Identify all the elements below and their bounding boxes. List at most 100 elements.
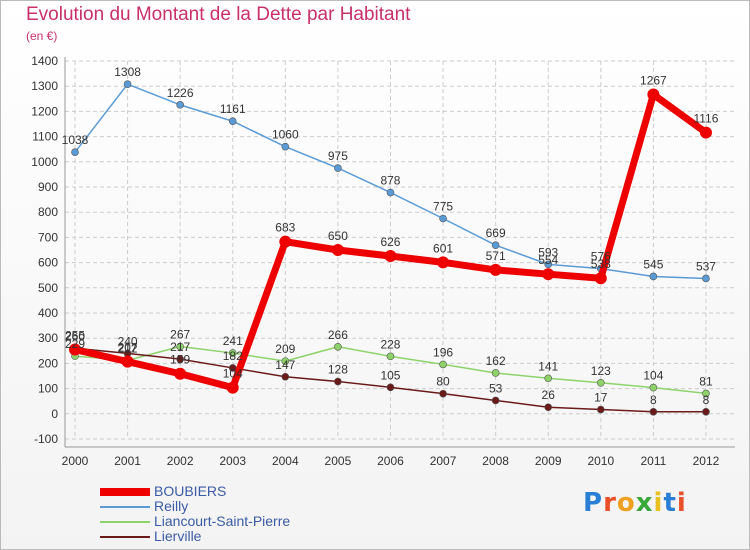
data-label-liancourt-saint-pierre: 196 [433, 345, 453, 359]
x-tick-label: 2009 [535, 454, 562, 468]
data-point-liancourt-saint-pierre [386, 352, 395, 361]
legend-label: Lierville [154, 528, 202, 544]
data-point-boubiers [594, 272, 607, 285]
data-label-reilly: 1161 [220, 102, 246, 116]
data-label-reilly: 669 [486, 226, 506, 240]
data-point-reilly [176, 101, 184, 109]
data-point-boubiers [384, 250, 397, 263]
x-tick-label: 2008 [482, 454, 509, 468]
data-label-boubiers: 683 [275, 221, 295, 235]
data-label-boubiers: 650 [328, 229, 348, 243]
logo-letter: t [663, 488, 677, 518]
data-label-liancourt-saint-pierre: 141 [538, 359, 558, 373]
logo-letter: o [616, 488, 636, 518]
data-label-lierville: 105 [380, 368, 400, 382]
x-tick-label: 2000 [62, 454, 89, 468]
data-point-reilly [386, 188, 395, 197]
data-label-liancourt-saint-pierre: 266 [328, 328, 348, 342]
data-point-boubiers [437, 256, 450, 269]
data-label-reilly: 576 [591, 250, 611, 264]
y-tick-label: 800 [38, 205, 58, 219]
data-point-reilly [439, 214, 447, 223]
data-point-boubiers [489, 263, 502, 276]
logo-letter: P [583, 488, 604, 518]
y-tick-label: 200 [38, 356, 58, 370]
data-label-reilly: 1038 [62, 133, 89, 147]
data-point-lierville [649, 407, 658, 416]
y-tick-label: -100 [34, 432, 58, 446]
x-tick-label: 2011 [640, 454, 666, 468]
data-point-liancourt-saint-pierre [228, 349, 237, 357]
data-point-liancourt-saint-pierre [176, 342, 184, 351]
data-point-reilly [123, 80, 132, 88]
y-tick-label: 1400 [31, 54, 58, 68]
data-point-boubiers [331, 244, 344, 256]
data-label-boubiers: 571 [486, 249, 506, 263]
y-tick-label: 100 [38, 382, 58, 396]
data-label-liancourt-saint-pierre: 267 [170, 328, 190, 342]
data-point-lierville [491, 396, 500, 405]
data-point-reilly [71, 148, 79, 157]
y-tick-label: 900 [38, 180, 58, 194]
data-label-liancourt-saint-pierre: 209 [275, 342, 295, 356]
y-tick-label: 1100 [32, 130, 58, 144]
data-point-liancourt-saint-pierre [649, 383, 658, 392]
proxiti-logo: Proxiti [583, 488, 687, 518]
data-label-lierville: 8 [650, 393, 657, 407]
data-point-lierville [596, 405, 605, 414]
data-point-lierville [702, 407, 710, 416]
legend-swatch [100, 536, 150, 538]
data-label-liancourt-saint-pierre: 123 [591, 364, 611, 378]
data-point-lierville [176, 355, 184, 363]
data-point-liancourt-saint-pierre [491, 369, 500, 377]
data-label-liancourt-saint-pierre: 228 [380, 337, 400, 351]
data-label-liancourt-saint-pierre: 212 [118, 341, 138, 355]
legend-label: Reilly [154, 498, 189, 514]
data-label-lierville: 26 [542, 388, 556, 402]
logo-letter: r [603, 488, 617, 518]
x-tick-label: 2001 [114, 454, 141, 468]
data-label-boubiers: 1267 [640, 74, 667, 88]
data-point-reilly [281, 142, 290, 151]
data-point-lierville [334, 377, 342, 386]
data-label-reilly: 1226 [167, 86, 194, 100]
data-point-liancourt-saint-pierre [596, 379, 605, 387]
data-label-lierville: 80 [436, 375, 450, 389]
data-label-reilly: 545 [643, 257, 663, 271]
data-label-liancourt-saint-pierre: 104 [643, 369, 663, 383]
data-point-reilly [702, 274, 710, 283]
data-label-reilly: 775 [433, 200, 453, 214]
data-point-liancourt-saint-pierre [281, 357, 290, 365]
data-label-lierville: 17 [594, 391, 608, 405]
legend-label: BOUBIERS [154, 483, 227, 499]
chart-title: Evolution du Montant de la Dette par Hab… [26, 4, 411, 25]
data-point-lierville [386, 383, 395, 392]
data-label-boubiers: 601 [433, 241, 453, 255]
data-point-boubiers [647, 88, 660, 101]
data-point-reilly [228, 117, 237, 126]
x-tick-label: 2007 [430, 454, 457, 468]
data-point-boubiers [69, 343, 81, 356]
x-tick-label: 2002 [167, 454, 194, 468]
data-label-boubiers: 538 [591, 257, 611, 271]
x-tick-label: 2012 [693, 454, 720, 468]
data-label-liancourt-saint-pierre: 81 [699, 374, 713, 388]
data-point-boubiers [226, 381, 239, 394]
x-tick-label: 2004 [272, 454, 299, 468]
y-tick-label: 300 [38, 331, 58, 345]
logo-letter: i [653, 488, 664, 518]
data-label-boubiers: 159 [170, 353, 190, 367]
data-point-liancourt-saint-pierre [702, 389, 710, 398]
data-point-reilly [544, 260, 553, 269]
data-point-reilly [649, 272, 658, 281]
legend-swatch [100, 488, 150, 496]
x-tick-label: 2006 [377, 454, 404, 468]
legend-swatch [100, 506, 150, 508]
data-label-boubiers: 207 [118, 341, 138, 355]
data-label-reilly: 975 [328, 149, 348, 163]
data-label-lierville: 128 [328, 363, 348, 377]
y-tick-label: 400 [38, 306, 58, 320]
logo-letter: i [676, 488, 687, 518]
